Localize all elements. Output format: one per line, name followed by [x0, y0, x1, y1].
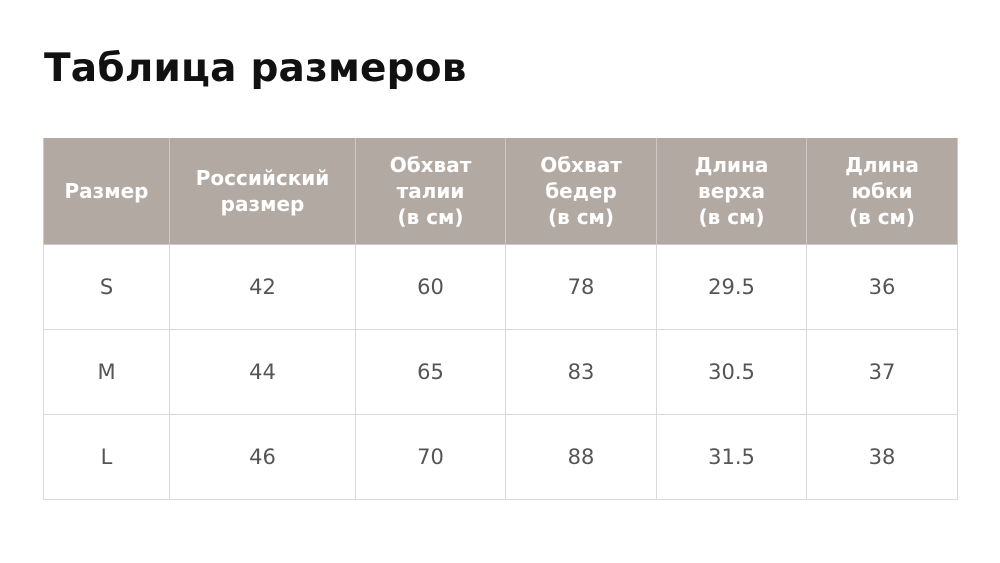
table-cell: L	[43, 414, 170, 500]
column-header: Длина юбки (в см)	[806, 138, 958, 245]
table-body: S 42 60 78 29.5 36 M 44 65 83 30.5 37 L 46 70 88 31.5 38	[43, 244, 958, 500]
column-header: Размер	[43, 138, 170, 245]
table-cell: 38	[806, 414, 958, 500]
table-cell: 65	[355, 329, 506, 415]
table-cell: 42	[169, 244, 356, 330]
table-cell: 70	[355, 414, 506, 500]
header-line: (в см)	[698, 205, 765, 229]
header-row: Размер Российский размер Обхват талии (в см) О…	[43, 138, 958, 245]
table-cell: 83	[505, 329, 657, 415]
table-cell: 88	[505, 414, 657, 500]
header-line: размер	[220, 192, 305, 216]
column-header: Обхват талии (в см)	[355, 138, 506, 245]
table-cell: S	[43, 244, 170, 330]
table-row: S 42 60 78 29.5 36	[43, 244, 958, 330]
table-cell: 29.5	[656, 244, 807, 330]
page-title: Таблица размеров	[44, 46, 467, 91]
size-table: Размер Российский размер Обхват талии (в см) О…	[43, 138, 958, 500]
header-line: (в см)	[547, 205, 615, 229]
column-header: Российский размер	[169, 138, 356, 245]
table-cell: 36	[806, 244, 958, 330]
table-cell: 60	[355, 244, 506, 330]
column-header: Обхват бедер (в см)	[505, 138, 657, 245]
header-line: (в см)	[397, 205, 464, 229]
table-cell: 31.5	[656, 414, 807, 500]
header-line: талии	[396, 179, 465, 203]
table-cell: M	[43, 329, 170, 415]
header-line: Размер	[64, 179, 149, 203]
table-header: Размер Российский размер Обхват талии (в см) О…	[43, 138, 958, 245]
table-cell: 78	[505, 244, 657, 330]
header-line: (в см)	[848, 205, 916, 229]
table-cell: 46	[169, 414, 356, 500]
table-cell: 30.5	[656, 329, 807, 415]
table-row: M 44 65 83 30.5 37	[43, 329, 958, 415]
header-line: Российский	[195, 166, 330, 190]
column-header: Длина верха (в см)	[656, 138, 807, 245]
table-cell: 37	[806, 329, 958, 415]
header-line: Обхват	[540, 153, 622, 177]
header-line: Обхват	[389, 153, 472, 177]
table-cell: 44	[169, 329, 356, 415]
header-line: юбки	[851, 179, 913, 203]
header-line: верха	[698, 179, 765, 203]
header-line: Длина	[694, 153, 769, 177]
table-row: L 46 70 88 31.5 38	[43, 414, 958, 500]
header-line: бедер	[545, 179, 617, 203]
header-line: Длина	[845, 153, 919, 177]
